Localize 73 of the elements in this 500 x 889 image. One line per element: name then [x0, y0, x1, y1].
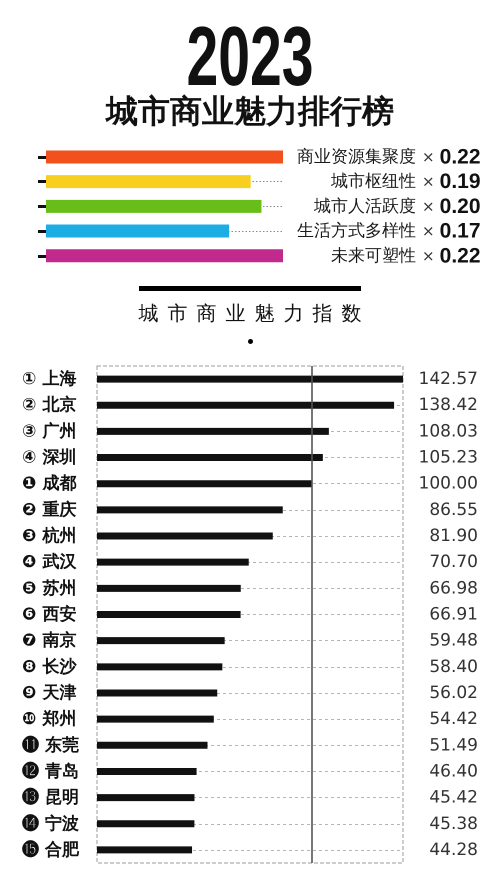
- y-tick-label: ❸ 杭州: [22, 526, 76, 546]
- y-tick-label: ❶ 成都: [22, 474, 76, 494]
- y-tick-label: 城市人活跃度: [313, 196, 416, 216]
- data-label: 70.70: [429, 552, 478, 572]
- y-tick-label: ③ 广州: [22, 421, 76, 442]
- y-tick-label: 商业资源集聚度: [297, 146, 416, 167]
- bar: [97, 846, 192, 854]
- data-label: 45.42: [429, 788, 478, 808]
- y-tick-label: ❺ 苏州: [22, 578, 76, 598]
- y-tick-label: ⓯ 合肥: [22, 838, 80, 860]
- bar: [46, 249, 283, 262]
- data-label: 142.57: [418, 369, 478, 390]
- data-label: 51.49: [429, 735, 478, 756]
- bar: [97, 820, 194, 828]
- y-tick-label: ④ 深圳: [22, 448, 76, 468]
- data-label: 86.55: [429, 500, 478, 520]
- data-label: 100.00: [418, 474, 478, 494]
- y-tick-label: ❻ 西安: [22, 604, 76, 624]
- data-label: 108.03: [418, 421, 478, 442]
- bar: [97, 376, 403, 383]
- data-label: 66.91: [429, 604, 478, 624]
- bar: [97, 689, 218, 696]
- bar: [97, 716, 214, 723]
- bar: [97, 584, 241, 592]
- data-label: 66.98: [429, 578, 478, 598]
- bar: [97, 637, 225, 644]
- y-tick-label: ❾ 天津: [22, 682, 76, 703]
- bar: [97, 480, 312, 488]
- y-tick-label: ⓮ 宁波: [22, 812, 79, 834]
- y-tick-label: ❼ 南京: [22, 630, 76, 651]
- y-tick-label: ⓭ 昆明: [22, 786, 79, 808]
- bar: [97, 402, 394, 409]
- data-label: 44.28: [429, 840, 478, 860]
- bar: [46, 200, 262, 213]
- data-label: 46.40: [429, 761, 478, 782]
- y-tick-label: ⓬ 青岛: [22, 760, 79, 782]
- data-label: 54.42: [429, 709, 478, 730]
- bar: [97, 742, 208, 749]
- data-label: 56.02: [429, 682, 478, 703]
- y-tick-label: 未来可塑性: [331, 246, 416, 266]
- bar: [97, 663, 222, 670]
- bar: [97, 428, 329, 435]
- data-label: 59.48: [429, 630, 478, 651]
- y-tick-label: ❷ 重庆: [22, 500, 76, 520]
- data-label: × 0.17: [422, 220, 481, 243]
- data-label: × 0.19: [422, 170, 481, 194]
- bar: [46, 224, 230, 238]
- y-tick-label: ❿ 郑州: [22, 709, 76, 730]
- bar: [46, 175, 251, 188]
- y-tick-label: ❹ 武汉: [22, 552, 78, 572]
- bar: [97, 794, 194, 802]
- data-label: 138.42: [418, 395, 478, 416]
- data-label: 105.23: [418, 448, 478, 468]
- bar: [46, 150, 283, 164]
- y-tick-label: ① 上海: [22, 369, 76, 390]
- data-label: 58.40: [429, 656, 478, 677]
- data-label: × 0.22: [422, 145, 481, 168]
- bar: [97, 558, 249, 566]
- y-tick-label: 城市枢纽性: [330, 172, 416, 192]
- data-label: 45.38: [429, 814, 478, 834]
- bar: [97, 611, 241, 618]
- data-label: 81.90: [429, 526, 478, 546]
- data-label: × 0.22: [422, 244, 481, 268]
- data-label: × 0.20: [422, 194, 481, 218]
- chart-title: 城市商业魅力指数: [138, 301, 370, 325]
- bar: [97, 768, 197, 775]
- bar: [97, 506, 283, 514]
- y-tick-label: ❽ 长沙: [22, 656, 78, 677]
- y-tick-label: 生活方式多样性: [297, 221, 416, 242]
- bar: [97, 532, 273, 540]
- bar: [97, 454, 323, 462]
- y-tick-label: ⓫ 东莞: [22, 734, 79, 756]
- y-tick-label: ② 北京: [22, 395, 76, 416]
